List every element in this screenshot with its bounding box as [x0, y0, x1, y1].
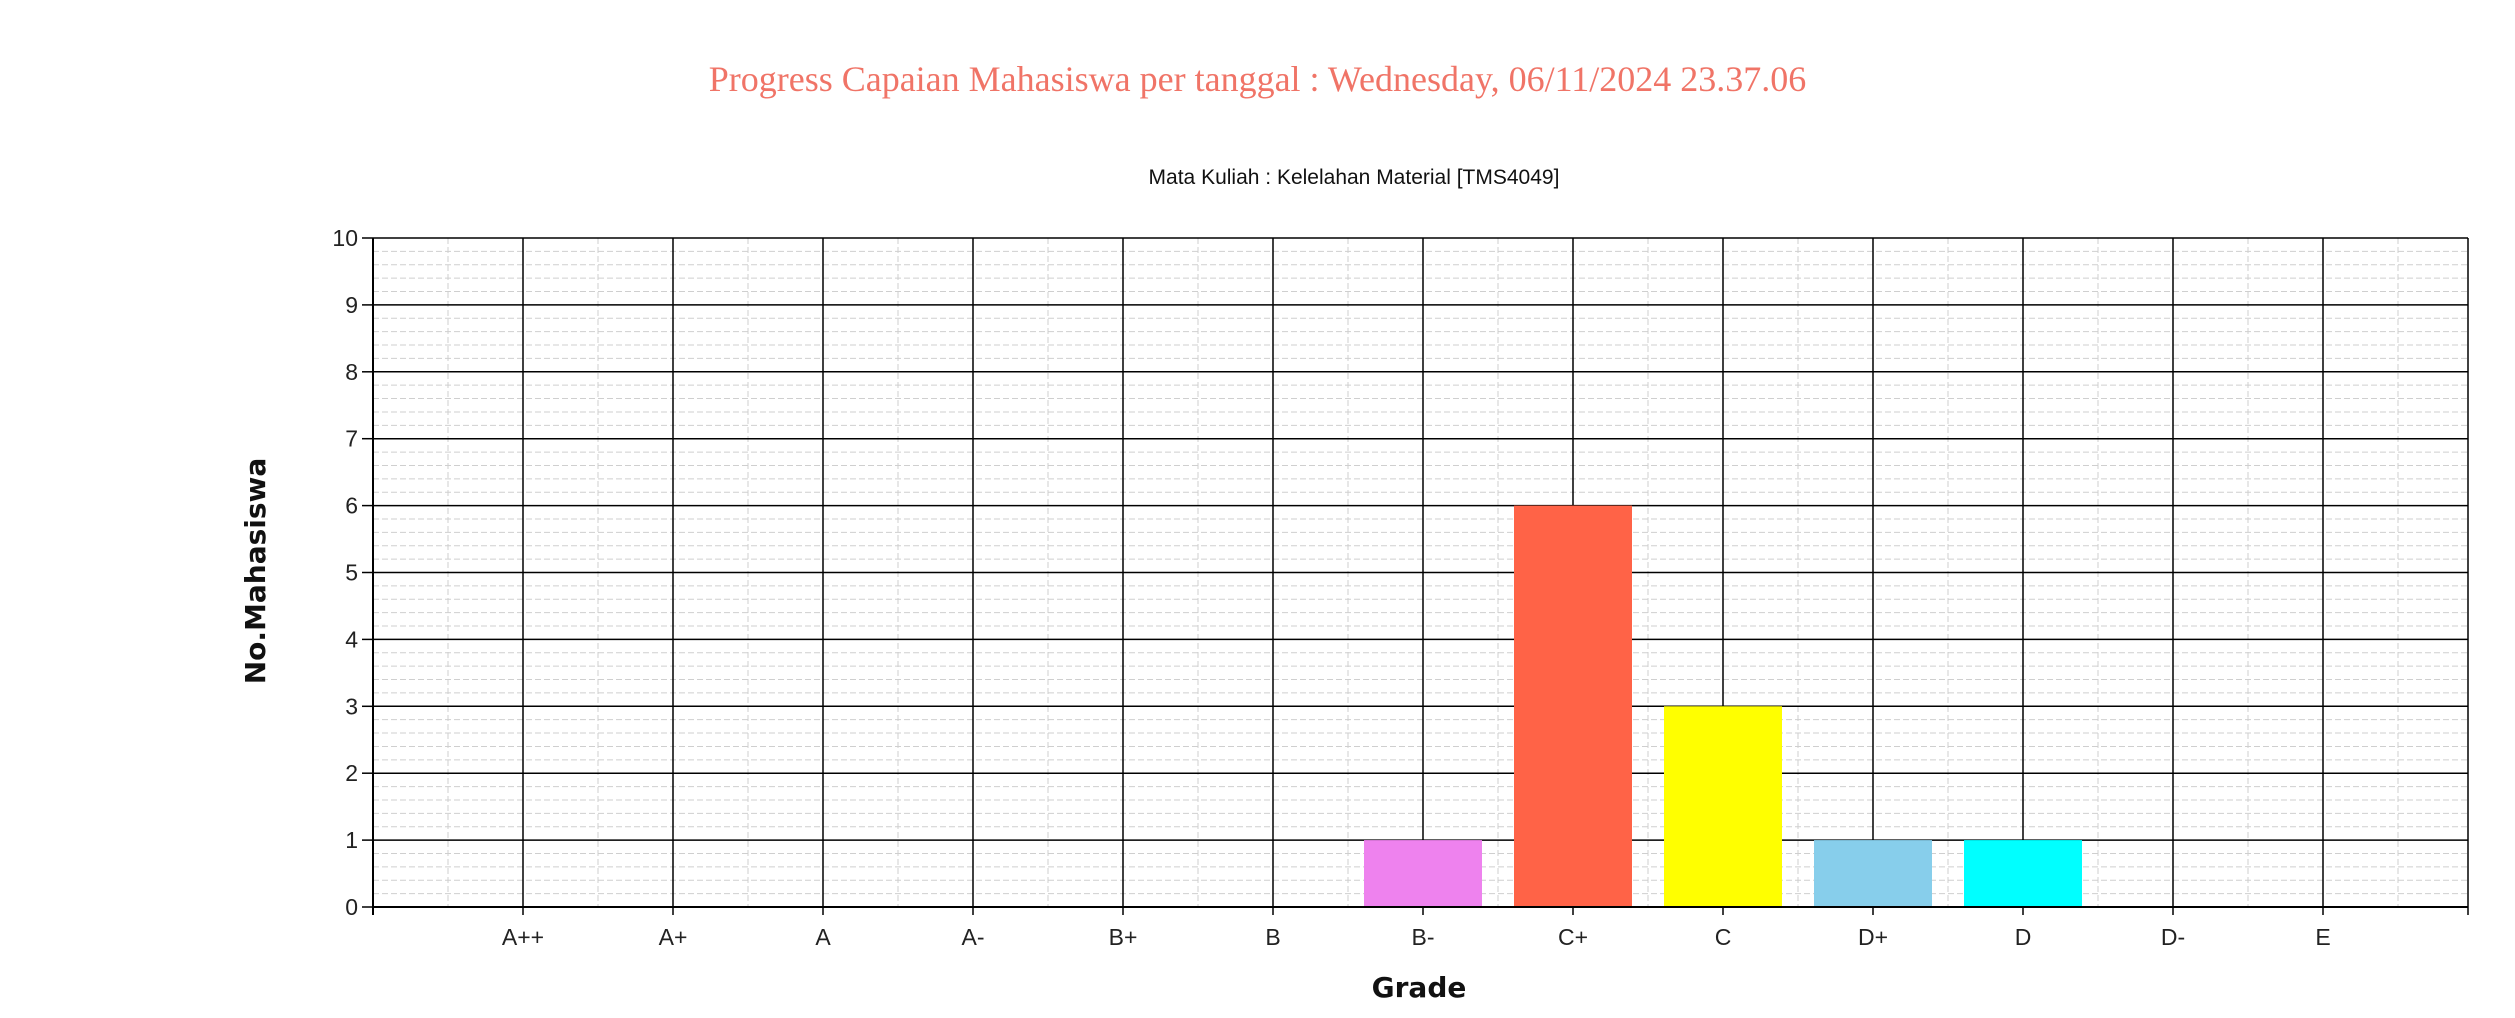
x-tick-label: C+ [1558, 924, 1588, 950]
x-tick-label: B [1265, 924, 1280, 950]
bars [1364, 505, 2082, 907]
x-axis-title: Grade [1372, 971, 1467, 1004]
bar-B- [1364, 840, 1482, 907]
y-tick-label: 10 [332, 225, 358, 251]
x-tick-label: B- [1412, 924, 1435, 950]
page-title: Progress Capaian Mahasiswa per tanggal :… [708, 59, 1807, 99]
y-tick-label: 9 [345, 292, 358, 318]
y-tick-label: 5 [345, 560, 358, 586]
y-tick-label: 2 [345, 760, 358, 786]
x-tick-label: D+ [1858, 924, 1888, 950]
chart-title: Mata Kuliah : Kelelahan Material [TMS404… [1149, 166, 1560, 189]
y-tick-label: 0 [345, 894, 358, 920]
x-tick-label: E [2315, 924, 2330, 950]
x-tick-label: A+ [659, 924, 688, 950]
y-tick-label: 1 [345, 827, 358, 853]
x-tick-label: B+ [1109, 924, 1138, 950]
y-tick-label: 3 [345, 693, 358, 719]
bar-D+ [1814, 840, 1932, 907]
x-tick-label: D- [2161, 924, 2185, 950]
axes [372, 238, 2468, 915]
x-tick-label: A- [962, 924, 985, 950]
y-tick-label: 4 [345, 626, 358, 652]
x-tick-label: D [2015, 924, 2032, 950]
x-tick-labels: A++ A+ A A- B+ B B- C+ C D+ D D- E [502, 907, 2331, 950]
bar-C+ [1514, 505, 1632, 907]
x-tick-label: A++ [502, 924, 544, 950]
x-tick-label: C [1715, 924, 1732, 950]
y-tick-label: 8 [345, 359, 358, 385]
y-tick-labels: 0 1 2 3 4 5 6 7 8 9 10 [332, 225, 373, 920]
x-tick-label: A [815, 924, 831, 950]
y-tick-label: 7 [345, 426, 358, 452]
y-tick-label: 6 [345, 493, 358, 519]
y-axis-title: No.Mahasiswa [239, 458, 272, 685]
bar-C [1664, 706, 1782, 907]
bar-D [1964, 840, 2082, 907]
